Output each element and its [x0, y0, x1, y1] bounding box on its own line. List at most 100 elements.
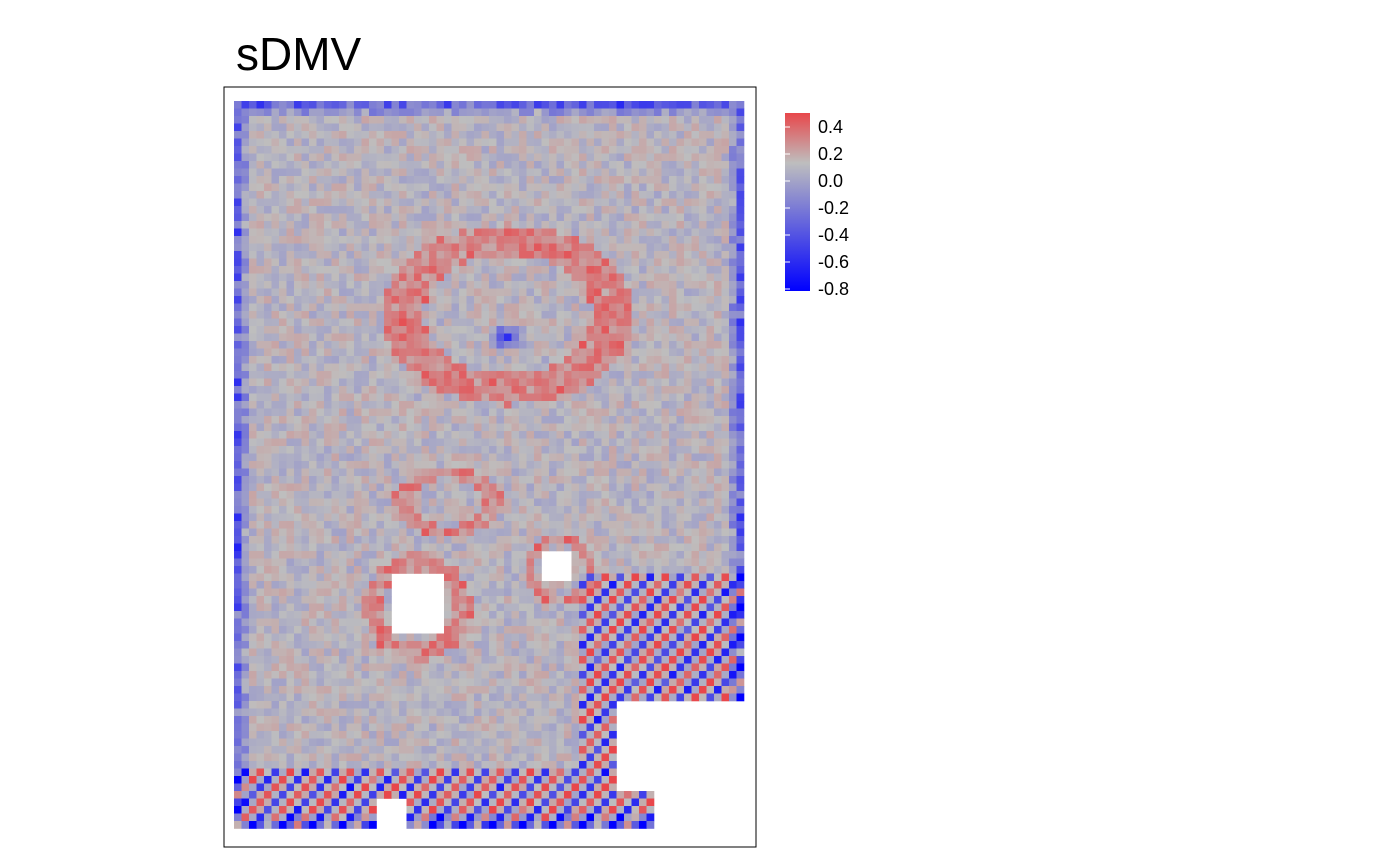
- heatmap-cell: [676, 183, 685, 192]
- heatmap-cell: [714, 528, 722, 537]
- heatmap-cell: [316, 506, 325, 514]
- heatmap-cell: [271, 461, 280, 469]
- heatmap-cell: [541, 483, 550, 492]
- heatmap-cell: [631, 176, 640, 184]
- heatmap-cell: [534, 108, 542, 117]
- heatmap-cell: [579, 303, 587, 312]
- heatmap-cell: [736, 108, 745, 117]
- heatmap-cell: [429, 326, 437, 334]
- heatmap-cell: [594, 326, 602, 334]
- heatmap-cell: [376, 468, 385, 477]
- heatmap-cell: [504, 543, 512, 552]
- heatmap-cell: [601, 521, 610, 529]
- heatmap-cell: [459, 446, 467, 454]
- heatmap-cell: [496, 386, 505, 394]
- heatmap-cell: [474, 528, 482, 537]
- heatmap-cell: [436, 363, 445, 372]
- heatmap-cell: [256, 401, 265, 409]
- heatmap-cell: [654, 626, 662, 634]
- heatmap-cell: [624, 476, 632, 484]
- heatmap-cell: [534, 183, 542, 192]
- heatmap-cell: [646, 618, 655, 627]
- heatmap-cell: [736, 311, 745, 319]
- heatmap-cell: [661, 348, 670, 357]
- heatmap-cell: [369, 123, 377, 132]
- heatmap-cell: [714, 191, 722, 199]
- heatmap-cell: [721, 513, 730, 522]
- heatmap-cell: [324, 446, 332, 454]
- heatmap-cell: [489, 341, 497, 349]
- heatmap-cell: [511, 528, 520, 537]
- heatmap-cell: [346, 123, 355, 132]
- heatmap-cell: [684, 626, 692, 634]
- heatmap-cell: [511, 371, 520, 379]
- heatmap-cell: [264, 588, 272, 597]
- heatmap-cell: [631, 221, 640, 229]
- heatmap-cell: [571, 596, 580, 604]
- heatmap-cell: [691, 446, 700, 454]
- heatmap-cell: [541, 198, 550, 207]
- heatmap-cell: [271, 251, 280, 259]
- heatmap-cell: [256, 408, 265, 417]
- heatmap-cell: [369, 326, 377, 334]
- heatmap-cell: [631, 551, 640, 559]
- heatmap-cell: [414, 378, 422, 387]
- heatmap-cell: [346, 341, 355, 349]
- heatmap-cell: [459, 273, 467, 282]
- heatmap-cell: [249, 198, 257, 207]
- heatmap-cell: [601, 603, 610, 612]
- heatmap-cell: [594, 536, 602, 544]
- heatmap-cell: [279, 596, 287, 604]
- heatmap-cell: [684, 603, 692, 612]
- heatmap-cell: [301, 566, 310, 574]
- heatmap-cell: [384, 453, 392, 462]
- heatmap-cell: [271, 168, 280, 177]
- heatmap-cell: [474, 161, 482, 169]
- heatmap-cell: [324, 461, 332, 469]
- heatmap-cell: [286, 251, 295, 259]
- heatmap-cell: [421, 333, 430, 342]
- heatmap-cell: [331, 521, 340, 529]
- heatmap-cell: [391, 303, 400, 312]
- heatmap-cell: [414, 258, 422, 267]
- heatmap-cell: [601, 333, 610, 342]
- heatmap-cell: [489, 626, 497, 634]
- heatmap-cell: [594, 513, 602, 522]
- heatmap-cell: [309, 161, 317, 169]
- heatmap-cell: [511, 251, 520, 259]
- heatmap-cell: [429, 236, 437, 244]
- heatmap-cell: [511, 108, 520, 117]
- heatmap-cell: [496, 131, 505, 139]
- heatmap-cell: [714, 131, 722, 139]
- heatmap-cell: [511, 296, 520, 304]
- heatmap-cell: [451, 476, 460, 484]
- heatmap-cell: [316, 431, 325, 439]
- heatmap-cell: [526, 288, 535, 297]
- heatmap-cell: [301, 296, 310, 304]
- heatmap-cell: [691, 416, 700, 424]
- heatmap-cell: [541, 108, 550, 117]
- heatmap-cell: [736, 431, 745, 439]
- heatmap-cell: [721, 468, 730, 477]
- heatmap-cell: [294, 296, 302, 304]
- heatmap-cell: [466, 228, 475, 237]
- heatmap-cell: [361, 123, 370, 132]
- heatmap-cell: [579, 108, 587, 117]
- heatmap-cell: [714, 551, 722, 559]
- heatmap-cell: [384, 423, 392, 432]
- heatmap-cell: [249, 356, 257, 364]
- heatmap-cell: [436, 498, 445, 507]
- heatmap-cell: [616, 168, 625, 177]
- heatmap-cell: [504, 611, 512, 619]
- heatmap-cell: [594, 176, 602, 184]
- heatmap-cell: [474, 131, 482, 139]
- heatmap-cell: [264, 596, 272, 604]
- heatmap-cell: [466, 528, 475, 537]
- heatmap-cell: [414, 528, 422, 537]
- heatmap-cell: [646, 266, 655, 274]
- heatmap-cell: [594, 288, 602, 297]
- heatmap-cell: [564, 251, 572, 259]
- heatmap-cell: [714, 393, 722, 402]
- heatmap-cell: [721, 348, 730, 357]
- heatmap-cell: [721, 498, 730, 507]
